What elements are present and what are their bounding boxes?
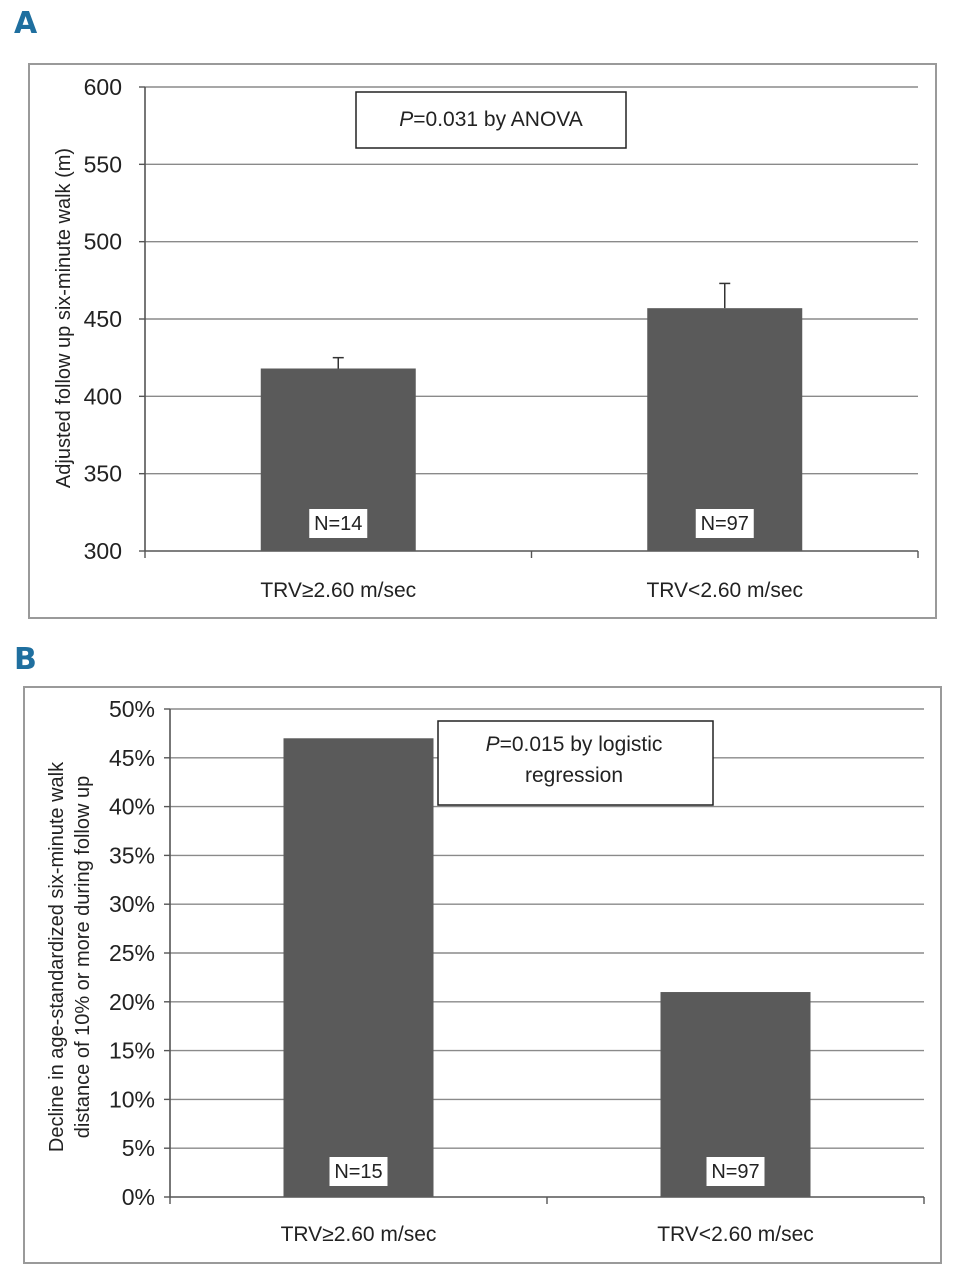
panel-a-annotation-text: P=0.031 by ANOVA — [399, 108, 582, 131]
panel-b-bars: N=15 N=97 — [283, 738, 811, 1197]
y-tick-label: 550 — [84, 151, 122, 177]
y-tick-label: 450 — [84, 306, 122, 332]
panel-b-category-labels: TRV≥2.60 m/sec TRV<2.60 m/sec — [281, 1223, 814, 1246]
y-tick-label: 35% — [109, 842, 155, 868]
panel-b-annotation-box: P=0.015 by logistic regression — [437, 720, 714, 806]
y-tick-label: 5% — [122, 1135, 155, 1161]
svg-text:N=14: N=14 — [314, 513, 362, 535]
x-category-label: TRV≥2.60 m/sec — [260, 579, 416, 602]
y-tick-label: 30% — [109, 891, 155, 917]
y-tick-label: 50% — [109, 696, 155, 722]
panel-b-annotation-line1: P=0.015 by logistic — [486, 733, 663, 756]
y-tick-label: 500 — [84, 229, 122, 255]
n-label: N=97 — [695, 509, 754, 538]
panel-b-y-axis-label-line1: Decline in age-standardized six-minute w… — [46, 761, 68, 1152]
error-bar — [332, 356, 344, 369]
y-tick-label: 300 — [84, 538, 122, 564]
panel-a-y-axis-label: Adjusted follow up six-minute walk (m) — [53, 148, 75, 488]
error-bar — [719, 282, 731, 309]
y-tick-label: 350 — [84, 461, 122, 487]
panel-a-annotation-box: P=0.031 by ANOVA — [355, 91, 627, 149]
y-tick-label: 10% — [109, 1086, 155, 1112]
panel-b-y-axis-label-line2: distance of 10% or more during follow up — [72, 776, 94, 1138]
n-label: N=97 — [706, 1157, 765, 1186]
panel-a-tick-labels: 300 350 400 450 500 550 600 — [84, 74, 122, 564]
y-tick-label: 20% — [109, 989, 155, 1015]
panel-a-letter: A — [14, 6, 38, 41]
y-tick-label: 15% — [109, 1038, 155, 1064]
y-tick-label: 0% — [122, 1184, 155, 1210]
panel-b-annotation-line2: regression — [525, 764, 623, 787]
n-label: N=15 — [329, 1157, 388, 1186]
panel-b-letter: B — [14, 642, 37, 677]
x-category-label: TRV≥2.60 m/sec — [281, 1223, 437, 1246]
panel-b-tick-labels: 0% 5% 10% 15% 20% 25% 30% 35% 40% 45% 50% — [109, 696, 155, 1210]
svg-text:N=15: N=15 — [334, 1161, 382, 1183]
x-category-label: TRV<2.60 m/sec — [646, 579, 803, 602]
y-tick-label: 40% — [109, 794, 155, 820]
y-tick-label: 45% — [109, 745, 155, 771]
panel-a-category-labels: TRV≥2.60 m/sec TRV<2.60 m/sec — [260, 579, 803, 602]
n-label: N=14 — [309, 509, 368, 538]
panel-b-y-axis-label: Decline in age-standardized six-minute w… — [46, 761, 94, 1152]
y-tick-label: 400 — [84, 383, 122, 409]
panel-a-bars: N=14 N=97 — [260, 282, 803, 551]
bar-trv-high — [283, 738, 434, 1197]
x-category-label: TRV<2.60 m/sec — [657, 1223, 814, 1246]
y-tick-label: 25% — [109, 940, 155, 966]
svg-text:N=97: N=97 — [711, 1161, 759, 1183]
y-tick-label: 600 — [84, 74, 122, 100]
svg-text:N=97: N=97 — [701, 513, 749, 535]
